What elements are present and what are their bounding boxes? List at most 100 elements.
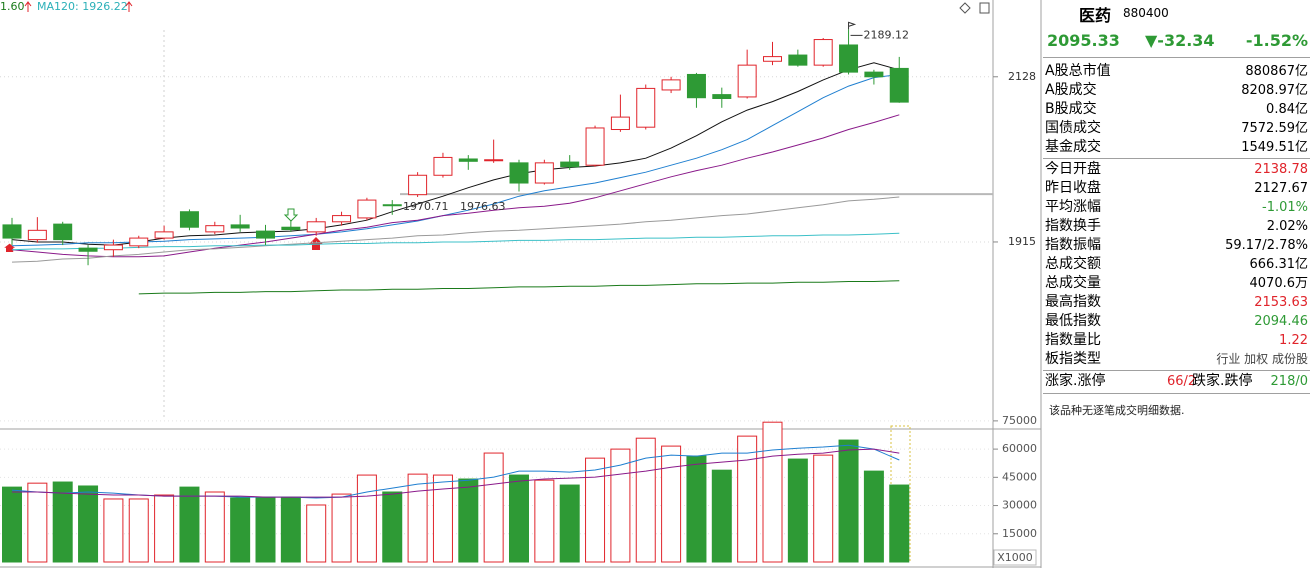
candle-body	[129, 237, 149, 247]
volume-bar	[154, 494, 175, 563]
candle-body	[281, 226, 301, 231]
candle-body	[408, 174, 428, 196]
annotation: 2189.12	[864, 28, 910, 41]
moving-average-line	[11, 232, 900, 251]
volume-bar	[280, 496, 301, 563]
volume-bar	[889, 484, 910, 563]
legend-arrow	[125, 1, 133, 12]
row-label: 指数换手	[1045, 218, 1101, 234]
candle-body	[458, 158, 478, 162]
candle-body	[306, 221, 326, 233]
volume-bar	[204, 491, 225, 563]
candle-body	[27, 229, 47, 241]
legend-text: 1.60	[0, 0, 25, 13]
moving-average-line	[11, 114, 900, 258]
info-row: 指数振幅 59.17/2.78%	[1045, 236, 1310, 255]
change-pct: -1.52%	[1245, 31, 1308, 50]
volume-bar	[382, 491, 403, 563]
candle-body	[788, 54, 808, 66]
candle-body	[2, 224, 22, 239]
candle-body	[179, 211, 199, 228]
info-row: 国债成交 7572.59亿	[1045, 119, 1310, 138]
row-label: 基金成交	[1045, 139, 1101, 155]
buy-signal	[309, 237, 323, 250]
volume-bar	[230, 497, 251, 563]
candle-body	[560, 161, 580, 168]
candle-body	[154, 231, 174, 239]
volume-bar	[407, 473, 428, 563]
candle-body	[103, 244, 123, 251]
row-value: 59.17/2.78%	[1225, 238, 1308, 253]
separator	[1043, 393, 1310, 394]
volume-bar	[686, 455, 707, 563]
volume-bar	[559, 484, 580, 563]
buy-signal	[4, 243, 16, 253]
row-value: 4070.6万	[1249, 276, 1309, 291]
info-row: B股成交 0.84亿	[1045, 100, 1310, 119]
volume-bar	[27, 482, 48, 563]
row-value: 2153.63	[1254, 295, 1308, 310]
candle-body	[509, 162, 529, 184]
candle-body	[230, 224, 250, 229]
volume-bar	[737, 435, 758, 563]
row-value: 行业 加权 成份股	[1216, 352, 1308, 366]
moving-average-line	[11, 73, 900, 247]
candle-body	[256, 230, 275, 239]
volume-bar	[458, 478, 479, 563]
candle-body	[661, 79, 681, 91]
candle-body	[763, 56, 782, 62]
candle-body	[205, 225, 225, 233]
row-value: 0.84亿	[1266, 102, 1308, 117]
separator	[1043, 370, 1310, 371]
row-label: B股成交	[1045, 101, 1097, 117]
volume-bar	[255, 496, 276, 563]
row-label: 最低指数	[1045, 313, 1101, 329]
row-value: 2127.67	[1254, 181, 1308, 196]
candle-body	[686, 73, 706, 99]
row-value: 880867亿	[1245, 64, 1308, 79]
row-value: 1549.51亿	[1241, 140, 1308, 155]
volume-bar	[711, 469, 732, 563]
moving-average-line	[11, 62, 900, 246]
volume-bar	[661, 445, 682, 563]
info-row: 昨日收盘 2127.67	[1045, 179, 1310, 198]
row-label: A股成交	[1045, 82, 1097, 98]
unit-box	[993, 549, 1037, 566]
down-label: 跌家.跌停	[1192, 373, 1253, 389]
peak-marker	[848, 21, 857, 30]
info-row: 总成交量 4070.6万	[1045, 274, 1310, 293]
candle-body	[610, 116, 630, 131]
y-tick-label: 15000	[1002, 527, 1037, 540]
row-label: 最高指数	[1045, 294, 1101, 310]
row-value: 2.02%	[1266, 219, 1308, 234]
window-icon[interactable]	[979, 2, 990, 14]
volume-bar	[610, 448, 631, 563]
volume-bar	[179, 486, 200, 563]
row-value: 666.31亿	[1249, 257, 1309, 272]
row-value: 8208.97亿	[1241, 83, 1308, 98]
volume-bar	[838, 439, 859, 563]
diamond-icon[interactable]	[959, 2, 971, 14]
annotation: 1976.63	[460, 200, 506, 213]
info-row: 今日开盘 2138.78	[1045, 160, 1310, 179]
volume-bar	[356, 474, 377, 563]
row-label: 国债成交	[1045, 120, 1101, 136]
row-value: 1.22	[1279, 333, 1308, 348]
candle-body	[484, 159, 504, 162]
y-tick-label: 1915	[1008, 235, 1036, 248]
volume-bar	[306, 504, 327, 563]
volume-bar	[128, 498, 149, 563]
down-value: 218/0	[1270, 374, 1308, 389]
info-row: 基金成交 1549.51亿	[1045, 138, 1310, 157]
candle-body	[357, 199, 377, 219]
candle-body	[737, 64, 757, 98]
volume-bar	[863, 470, 884, 563]
volume-bar	[103, 498, 124, 563]
row-label: 平均涨幅	[1045, 199, 1101, 215]
volume-bar	[483, 452, 504, 563]
separator	[1043, 57, 1310, 58]
y-tick-label: 75000	[1002, 414, 1037, 427]
candle-body	[53, 223, 73, 241]
volume-bar	[762, 421, 783, 563]
annotation: 1970.71	[403, 200, 449, 213]
